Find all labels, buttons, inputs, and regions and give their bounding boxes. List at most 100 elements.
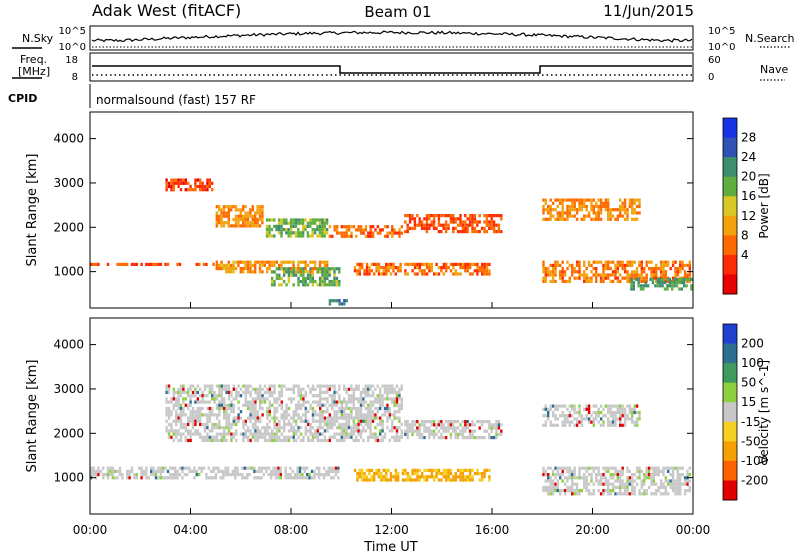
data-cell [602,273,605,277]
data-cell [314,400,317,404]
data-cell [273,416,276,420]
data-cell [280,432,283,436]
data-cell [599,211,603,215]
data-cell [287,267,291,271]
data-cell [466,436,469,440]
data-cell [621,485,624,489]
data-cell [468,429,472,433]
data-cell [273,419,276,423]
data-cell [635,217,639,221]
data-cell [367,394,370,398]
data-cell [599,404,603,408]
data-cell [619,482,622,486]
data-cell [261,211,264,215]
data-cell [326,387,329,391]
data-cell [607,208,610,212]
freq-panel [89,52,694,82]
data-cell [275,276,279,280]
data-cell [170,410,173,414]
data-cell [500,429,503,433]
data-cell [685,277,688,281]
data-cell [188,466,191,470]
data-cell [688,485,691,489]
data-cell [232,410,235,414]
data-cell [253,469,256,473]
data-cell [338,270,341,274]
data-cell [283,413,286,417]
data-cell [575,476,579,480]
scatter-region-10 [328,225,404,238]
data-cell [188,469,191,473]
data-cell [165,184,168,189]
data-cell [616,270,619,274]
data-cell [371,384,375,388]
data-cell [679,482,682,486]
data-cell [394,472,397,476]
data-cell [595,476,598,480]
data-cell [619,211,622,215]
data-cell [397,266,400,270]
data-cell [631,211,634,215]
data-cell [418,436,421,440]
data-cell [227,426,231,430]
data-cell [380,472,383,476]
data-cell [580,208,583,212]
data-cell [345,413,348,417]
data-cell [614,263,617,267]
data-cell [385,266,388,270]
data-cell [319,413,322,417]
data-cell [309,406,312,411]
data-cell [275,426,279,430]
data-cell [623,201,627,205]
data-cell [561,276,564,280]
data-cell [206,419,209,423]
data-cell [673,281,676,285]
data-cell [500,214,503,218]
data-cell [338,302,341,306]
data-cell [340,422,343,427]
data-cell [492,220,496,224]
data-cell [321,390,324,395]
data-cell [239,387,243,391]
data-cell [599,208,603,212]
data-cell [140,466,143,470]
data-cell [500,423,503,427]
data-cell [116,469,119,473]
data-cell [631,204,634,209]
noise-right-lo: 10^0 [708,42,735,53]
data-cell [227,397,231,401]
data-cell [430,223,433,227]
data-cell [621,208,624,212]
data-cell [99,469,102,473]
data-cell [297,234,300,238]
data-cell [121,262,124,266]
data-cell [544,201,547,205]
data-cell [331,400,334,404]
data-cell [663,281,667,285]
data-cell [307,438,310,443]
data-cell [626,479,629,483]
data-cell [280,384,283,388]
data-cell [232,406,235,411]
data-cell [635,211,639,215]
data-cell [609,404,612,408]
data-cell [316,384,319,388]
data-cell [278,438,281,443]
data-cell [166,262,170,266]
data-cell [295,406,298,411]
data-cell [182,422,185,427]
colorbar-tick-label: 15 [741,395,756,409]
data-cell [449,478,453,482]
data-cell [307,422,310,427]
data-cell [611,410,615,415]
data-cell [287,397,291,401]
data-cell [611,273,615,277]
data-cell [585,198,588,202]
data-cell [176,262,179,266]
data-cell [316,438,319,443]
data-cell [404,423,407,427]
data-cell [657,489,660,493]
data-cell [232,416,235,420]
data-cell [468,217,472,221]
